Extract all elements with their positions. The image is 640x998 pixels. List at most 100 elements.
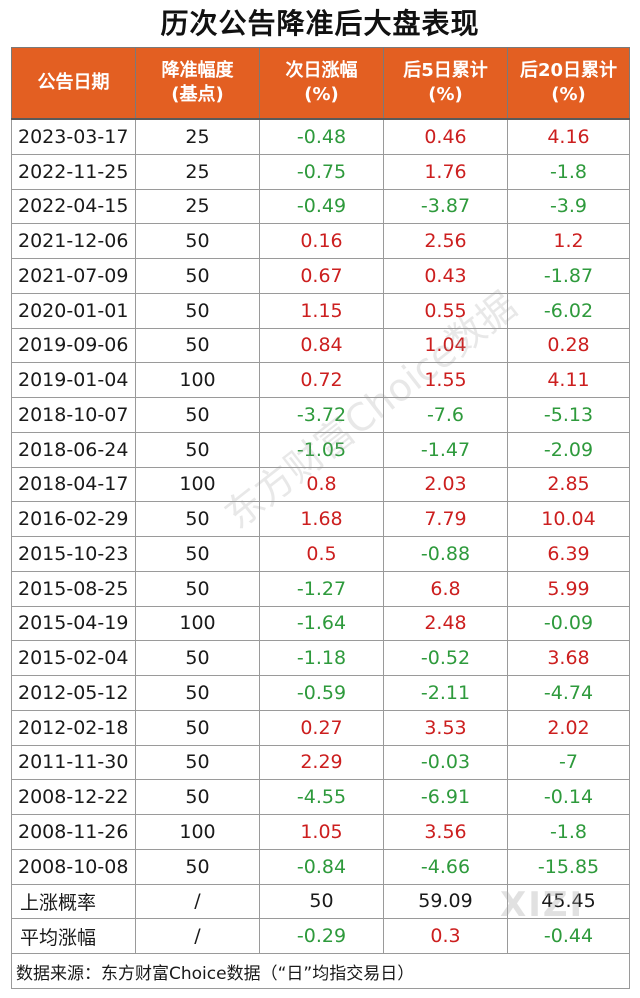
summary-5day: 59.09 (383, 883, 508, 920)
cell-cut-size: 50 (135, 744, 260, 781)
cell-20day: 1.2 (507, 223, 630, 259)
cell-5day: 6.8 (383, 570, 508, 607)
cell-next-day: 0.8 (259, 466, 384, 503)
cell-5day: -7.6 (383, 397, 508, 433)
cell-date: 2012-05-12 (11, 675, 136, 711)
cell-5day: -6.91 (383, 779, 508, 815)
table-body: 2023-03-17 25 -0.48 0.46 4.16 2022-11-25 25 -0.… (11, 118, 630, 989)
cell-next-day: -1.18 (259, 640, 384, 676)
cell-20day: -6.02 (507, 292, 630, 329)
cell-cut-size: 50 (135, 431, 260, 468)
cell-20day: 5.99 (507, 570, 630, 607)
table-row: 2015-02-04 50 -1.18 -0.52 3.68 (11, 640, 630, 676)
cell-cut-size: 50 (135, 848, 260, 885)
header-next-day: 次日涨幅 (%) (259, 47, 384, 120)
cell-5day: -4.66 (383, 848, 508, 885)
cell-20day: 6.39 (507, 536, 630, 572)
cell-cut-size: 50 (135, 709, 260, 746)
cell-cut-size: 50 (135, 640, 260, 676)
table-row: 2019-01-04 100 0.72 1.55 4.11 (11, 362, 630, 398)
cell-next-day: 1.15 (259, 292, 384, 329)
cell-cut-size: 50 (135, 501, 260, 537)
cell-5day: 7.79 (383, 501, 508, 537)
cell-date: 2022-11-25 (11, 153, 136, 190)
table-row: 2015-04-19 100 -1.64 2.48 -0.09 (11, 605, 630, 642)
cell-5day: -0.52 (383, 640, 508, 676)
table-row: 2012-05-12 50 -0.59 -2.11 -4.74 (11, 675, 630, 711)
cell-cut-size: 50 (135, 397, 260, 433)
table-row: 2019-09-06 50 0.84 1.04 0.28 (11, 327, 630, 364)
cell-5day: 2.03 (383, 466, 508, 503)
cell-5day: 2.56 (383, 223, 508, 259)
summary-cut-size: / (135, 918, 260, 954)
cell-date: 2008-12-22 (11, 779, 136, 815)
header-line: (%) (551, 84, 586, 105)
table-row: 2022-11-25 25 -0.75 1.76 -1.8 (11, 153, 630, 190)
table-row: 2015-10-23 50 0.5 -0.88 6.39 (11, 536, 630, 572)
cell-next-day: 0.5 (259, 536, 384, 572)
header-line: (基点) (171, 84, 224, 105)
cell-5day: -2.11 (383, 675, 508, 711)
summary-20day: 45.45 (507, 883, 630, 920)
cell-cut-size: 50 (135, 675, 260, 711)
cell-date: 2015-08-25 (11, 570, 136, 607)
cell-20day: -1.8 (507, 153, 630, 190)
table-row: 2022-04-15 25 -0.49 -3.87 -3.9 (11, 188, 630, 225)
cell-5day: 0.55 (383, 292, 508, 329)
header-line: 降准幅度 (161, 60, 234, 81)
cell-date: 2015-04-19 (11, 605, 136, 642)
cell-cut-size: 25 (135, 153, 260, 190)
summary-label: 上涨概率 (11, 883, 136, 920)
cell-date: 2020-01-01 (11, 292, 136, 329)
cell-next-day: 0.72 (259, 362, 384, 398)
cell-cut-size: 50 (135, 327, 260, 364)
summary-cut-size: / (135, 883, 260, 920)
cell-cut-size: 50 (135, 779, 260, 815)
cell-date: 2015-10-23 (11, 536, 136, 572)
table-row: 2008-11-26 100 1.05 3.56 -1.8 (11, 814, 630, 850)
cell-cut-size: 100 (135, 605, 260, 642)
cell-date: 2016-02-29 (11, 501, 136, 537)
table-row: 2020-01-01 50 1.15 0.55 -6.02 (11, 292, 630, 329)
table-row: 2008-10-08 50 -0.84 -4.66 -15.85 (11, 848, 630, 885)
cell-cut-size: 50 (135, 536, 260, 572)
cell-20day: 10.04 (507, 501, 630, 537)
cell-5day: 0.43 (383, 258, 508, 294)
cell-next-day: -3.72 (259, 397, 384, 433)
cell-20day: -3.9 (507, 188, 630, 225)
cell-date: 2008-10-08 (11, 848, 136, 885)
page-title: 历次公告降准后大盘表现 (160, 7, 480, 40)
cell-20day: 4.11 (507, 362, 630, 398)
header-date: 公告日期 (11, 47, 136, 120)
cell-next-day: 2.29 (259, 744, 384, 781)
summary-row: 上涨概率/50 59.09 45.45 (11, 883, 630, 920)
cell-next-day: 0.27 (259, 709, 384, 746)
cell-date: 2021-07-09 (11, 258, 136, 294)
cell-5day: 0.46 (383, 118, 508, 155)
header-line: (%) (428, 84, 463, 105)
cell-date: 2018-04-17 (11, 466, 136, 503)
cell-5day: -0.03 (383, 744, 508, 781)
cell-next-day: -4.55 (259, 779, 384, 815)
cell-next-day: 0.67 (259, 258, 384, 294)
source-note: 数据来源：东方财富Choice数据（“日”均指交易日） (11, 953, 630, 989)
cell-20day: 0.28 (507, 327, 630, 364)
cell-20day: -0.09 (507, 605, 630, 642)
summary-label: 平均涨幅 (11, 918, 136, 954)
header-line: 后5日累计 (403, 60, 488, 81)
cell-20day: -2.09 (507, 431, 630, 468)
summary-row: 平均涨幅 / -0.29 0.3 -0.44 (11, 918, 630, 954)
table-row: 2015-08-25 50 -1.27 6.8 5.99 (11, 570, 630, 607)
header-line: 后20日累计 (519, 60, 618, 81)
header-cut-size: 降准幅度 (基点) (135, 47, 260, 120)
cell-cut-size: 50 (135, 570, 260, 607)
cell-20day: 2.02 (507, 709, 630, 746)
table-row: 2008-12-22 50 -4.55 -6.91 -0.14 (11, 779, 630, 815)
cell-next-day: -0.75 (259, 153, 384, 190)
header-line: 次日涨幅 (285, 60, 358, 81)
table-row: 2012-02-18 50 0.27 3.53 2.02 (11, 709, 630, 746)
cell-next-day: -1.27 (259, 570, 384, 607)
table-row: 2011-11-30 50 2.29 -0.03 -7 (11, 744, 630, 781)
cell-5day: 3.53 (383, 709, 508, 746)
